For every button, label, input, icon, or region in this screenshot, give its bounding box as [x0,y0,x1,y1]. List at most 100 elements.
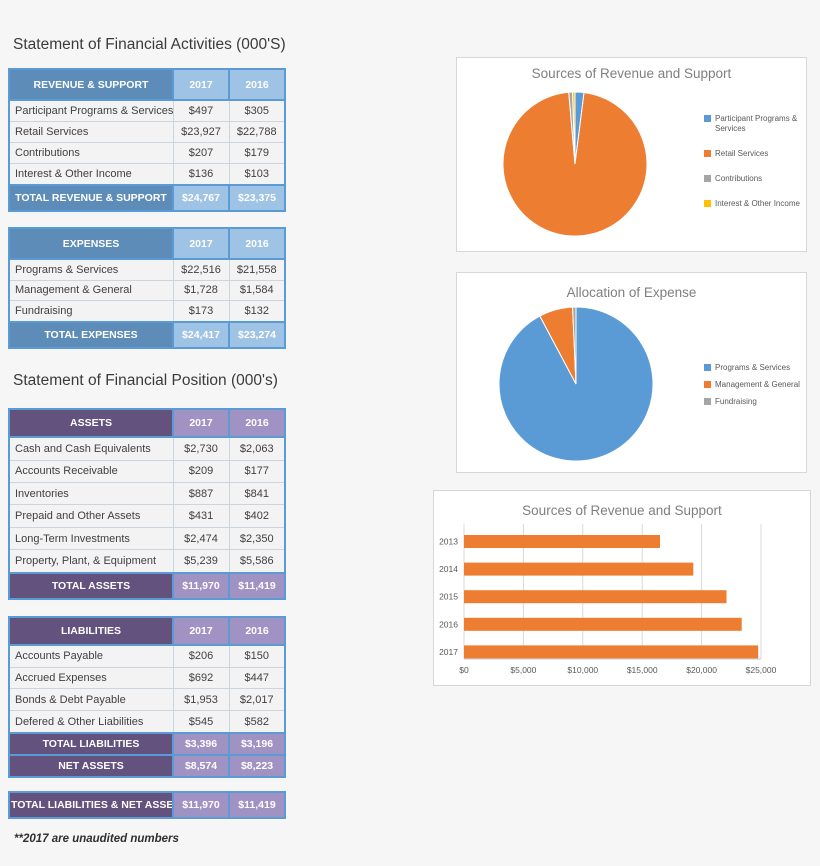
table-row: Property, Plant, & Equipment $5,239 $5,586 [8,549,286,574]
header-row: REVENUE & SUPPORT 2017 2016 [8,68,286,101]
header-label: REVENUE & SUPPORT [8,68,174,101]
row-label: Retail Services [8,121,174,143]
expense-pie-chart [498,306,654,462]
revenue-bar-chart: $0 $5,000 $10,000 $15,000 $20,000 $25,000 2013… [439,524,777,675]
table-row: Accounts Payable $206 $150 [8,644,286,668]
row-value: $582 [228,710,286,734]
total-label: TOTAL LIABILITIES & NET ASSETS [8,791,174,819]
row-value: $21,558 [228,258,286,281]
legend-item-fundraising: Fundraising [704,397,808,407]
total-label: TOTAL ASSETS [8,572,174,600]
total-value: $23,375 [228,184,286,212]
legend-marker-icon [704,381,711,388]
total-row-total-liabilities: TOTAL LIABILITIES $3,396 $3,196 [8,732,286,756]
row-value: $431 [172,504,230,528]
y-category-label: 2017 [439,647,458,657]
legend-item-management-general: Management & General [704,380,808,390]
row-value: $305 [228,99,286,123]
y-category-label: 2016 [439,619,458,629]
total-value: $8,223 [228,754,286,778]
row-value: $1,728 [172,279,230,302]
header-row: LIABILITIES 2017 2016 [8,616,286,646]
total-value: $24,417 [172,321,230,349]
row-label: Prepaid and Other Assets [8,504,174,528]
t-liabilities-grid: LIABILITIES 2017 2016 Accounts Payable $206 $… [8,616,286,778]
row-label: Programs & Services [8,258,174,281]
header-year: 2017 [172,616,230,646]
row-value: $136 [172,162,230,186]
revenue-pie-panel: Sources of Revenue and Support Participa… [456,57,807,252]
row-value: $2,474 [172,526,230,551]
row-value: $22,516 [172,258,230,281]
row-label: Contributions [8,141,174,164]
total-row-total-assets: TOTAL ASSETS $11,970 $11,419 [8,572,286,600]
legend-marker-icon [704,175,711,182]
row-value: $2,350 [228,526,286,551]
t-expenses-grid: EXPENSES 2017 2016 Programs & Services $22,5… [8,227,286,349]
legend-label: Fundraising [715,397,757,406]
y-category-label: 2013 [439,537,458,547]
row-value: $497 [172,99,230,123]
legend-label: Participant Programs & Services [715,114,798,133]
expense-pie-panel: Allocation of Expense Programs & Service… [456,272,807,473]
header-year: 2016 [228,227,286,260]
legend-item-retail-services: Retail Services [704,149,808,159]
row-label: Accounts Payable [8,644,174,668]
row-label: Bonds & Debt Payable [8,688,174,712]
total-value: $3,196 [228,732,286,756]
total-row-total-revenue-support: TOTAL REVENUE & SUPPORT $24,767 $23,375 [8,184,286,212]
total-row-net-assets: NET ASSETS $8,574 $8,223 [8,754,286,778]
table-row: Accrued Expenses $692 $447 [8,666,286,690]
x-tick-label: $10,000 [567,665,598,675]
header-row: ASSETS 2017 2016 [8,408,286,438]
row-label: Management & General [8,279,174,302]
row-value: $2,017 [228,688,286,712]
total-value: $3,396 [172,732,230,756]
row-value: $209 [172,459,230,484]
expenses-table: EXPENSES 2017 2016 Programs & Services $22,5… [8,227,286,349]
total-label: TOTAL REVENUE & SUPPORT [8,184,174,212]
legend-label: Contributions [715,174,763,183]
header-year: 2017 [172,227,230,260]
t-grand-grid: TOTAL LIABILITIES & NET ASSETS $11,970 $11… [8,791,286,819]
row-value: $23,927 [172,121,230,143]
revenue-pie-legend: Participant Programs & Services Retail Se… [704,114,808,224]
row-label: Accrued Expenses [8,666,174,690]
row-value: $692 [172,666,230,690]
t-assets-grid: ASSETS 2017 2016 Cash and Cash Equivalents $… [8,408,286,600]
legend-marker-icon [704,200,711,207]
row-label: Property, Plant, & Equipment [8,549,174,574]
total-label: NET ASSETS [8,754,174,778]
table-row: Defered & Other Liabilities $545 $582 [8,710,286,734]
row-value: $1,584 [228,279,286,302]
row-value: $2,730 [172,436,230,461]
total-value: $11,419 [228,791,286,819]
x-tick-label: $0 [459,665,469,675]
header-label: LIABILITIES [8,616,174,646]
row-value: $150 [228,644,286,668]
row-value: $545 [172,710,230,734]
table-row: Participant Programs & Services $497 $305 [8,99,286,123]
row-value: $173 [172,300,230,323]
x-tick-label: $5,000 [510,665,536,675]
row-label: Interest & Other Income [8,162,174,186]
revenue-bar-title: Sources of Revenue and Support [522,503,722,518]
expense-pie-legend: Programs & Services Management & General F… [704,363,808,414]
bar-2014 [464,562,694,576]
header-label: EXPENSES [8,227,174,260]
pie-slice-retail-services [502,91,648,237]
legend-label: Management & General [715,380,800,389]
row-value: $177 [228,459,286,484]
row-value: $2,063 [228,436,286,461]
header-year: 2017 [172,68,230,101]
header-year: 2016 [228,68,286,101]
row-value: $22,788 [228,121,286,143]
row-value: $206 [172,644,230,668]
legend-item-participant-programs-services: Participant Programs & Services [704,114,808,134]
row-label: Defered & Other Liabilities [8,710,174,734]
y-category-label: 2015 [439,592,458,602]
pie-slice-interest-other-income [572,91,576,165]
header-label: ASSETS [8,408,174,438]
legend-marker-icon [704,115,711,122]
